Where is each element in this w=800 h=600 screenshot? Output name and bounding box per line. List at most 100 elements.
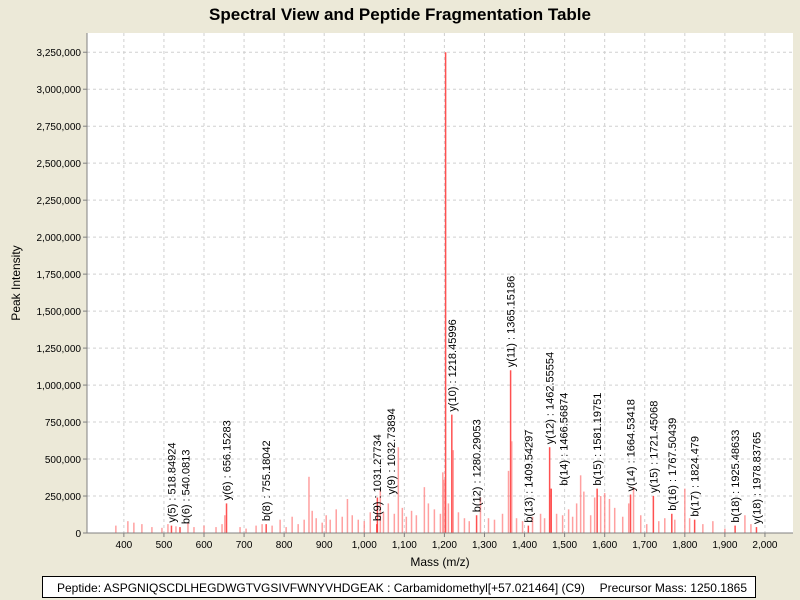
peak-bar	[405, 516, 408, 533]
peak-bar	[357, 519, 360, 533]
x-tick-label: 1,200	[432, 540, 457, 551]
peak-bar	[734, 525, 736, 533]
y-tick-label: 0	[75, 529, 81, 540]
peak-bar	[376, 497, 379, 533]
y-tick-label: 2,750,000	[37, 122, 82, 133]
x-tick-label: 800	[276, 540, 293, 551]
peak-bar	[646, 524, 648, 533]
y-tick-label: 750,000	[45, 418, 82, 429]
x-tick-label: 1,600	[592, 540, 617, 551]
peak-bar	[443, 479, 445, 533]
plot-area	[87, 33, 793, 533]
peak-bar	[325, 515, 327, 533]
peak-bar	[608, 498, 611, 533]
peak-bar	[193, 527, 195, 533]
peak-bar	[629, 494, 632, 533]
peak-bar	[415, 515, 418, 533]
peak-bar	[151, 527, 153, 533]
peak-bar	[593, 497, 596, 533]
y-axis-label: Peak Intensity	[9, 245, 23, 320]
peak-bar	[179, 527, 181, 533]
peak-bar	[755, 527, 758, 533]
peak-bar	[447, 503, 450, 533]
peak-bar	[639, 515, 642, 533]
peak-bar	[493, 519, 496, 533]
peak-bar	[265, 524, 267, 533]
peak-bar	[452, 450, 454, 533]
x-tick-label: 1,000	[352, 540, 377, 551]
peak-bar	[510, 441, 513, 533]
peptide-sequence: Peptide: ASPGNIQSCDLHEGDWGTVGSIVFWNYVHDG…	[57, 581, 585, 595]
peak-bar	[261, 524, 263, 533]
chart-title: Spectral View and Peptide Fragmentation …	[209, 5, 591, 24]
peak-bar	[308, 476, 310, 533]
peak-bar	[652, 496, 655, 533]
fragment-label: y(6) : 656.15283	[222, 420, 234, 500]
peak-bar	[603, 493, 606, 533]
y-tick-label: 2,250,000	[37, 196, 82, 207]
x-tick-label: 900	[316, 540, 333, 551]
x-tick-label: 1,500	[552, 540, 577, 551]
peak-bar	[548, 447, 551, 533]
fragment-label: y(5) : 518.84924	[166, 442, 178, 522]
peak-bar	[161, 527, 163, 533]
x-tick-label: 1,300	[472, 540, 497, 551]
peak-bar	[479, 497, 482, 533]
peak-bar	[531, 516, 534, 533]
peptide-info-box: Peptide: ASPGNIQSCDLHEGDWGTVGSIVFWNYVHDG…	[42, 576, 756, 598]
x-tick-label: 600	[196, 540, 213, 551]
peak-bar	[393, 513, 396, 533]
peak-bar	[632, 487, 635, 533]
peak-bar	[279, 519, 281, 533]
peak-bar	[224, 515, 226, 533]
peak-bar	[351, 515, 354, 533]
peak-bar	[596, 488, 598, 533]
y-tick-label: 1,250,000	[37, 344, 82, 355]
peak-bar	[744, 515, 746, 533]
x-tick-label: 700	[236, 540, 253, 551]
peak-bar	[555, 513, 558, 533]
peak-bar	[203, 525, 205, 533]
peak-bar	[427, 503, 430, 533]
peak-bar	[579, 475, 582, 533]
peak-bar	[311, 510, 313, 533]
peak-bar	[561, 515, 564, 533]
y-tick-label: 500,000	[45, 455, 82, 466]
peak-bar	[509, 370, 512, 533]
peak-bar	[750, 524, 752, 533]
peak-bar	[410, 510, 413, 533]
peak-bar	[221, 524, 223, 533]
peak-bar	[487, 518, 490, 533]
peak-bar	[315, 518, 317, 533]
peak-bar	[127, 521, 129, 533]
peak-bar	[115, 525, 117, 533]
peak-bar	[688, 518, 691, 533]
peak-bar	[724, 528, 726, 533]
peak-bar	[613, 507, 616, 533]
peak-bar	[239, 527, 241, 533]
fragment-label: b(6) : 540.0813	[180, 449, 192, 524]
fragment-label: b(15) : 1581.19751	[592, 393, 604, 486]
y-tick-label: 2,000,000	[37, 233, 82, 244]
peak-bar	[527, 525, 530, 533]
peak-bar	[225, 503, 228, 533]
peak-bar	[369, 512, 372, 533]
peak-bar	[521, 521, 524, 533]
spectrum-chart: Spectral View and Peptide Fragmentation …	[9, 5, 793, 569]
peak-bar	[255, 525, 257, 533]
y-tick-label: 3,250,000	[37, 48, 82, 59]
peak-bar	[442, 472, 444, 533]
peak-bar	[285, 527, 287, 533]
peak-bar	[457, 512, 460, 533]
fragment-label: y(12) : 1462.55554	[545, 352, 557, 444]
peak-bar	[175, 526, 177, 533]
peak-bar	[379, 490, 382, 533]
peak-bar	[589, 515, 592, 533]
peak-bar	[363, 521, 366, 533]
peak-bar	[507, 470, 510, 533]
peak-bar	[382, 512, 385, 533]
x-axis-label: Mass (m/z)	[410, 555, 469, 569]
peak-bar	[684, 488, 686, 533]
peak-bar	[297, 524, 299, 533]
precursor-mass: Precursor Mass: 1250.1865	[599, 581, 747, 595]
